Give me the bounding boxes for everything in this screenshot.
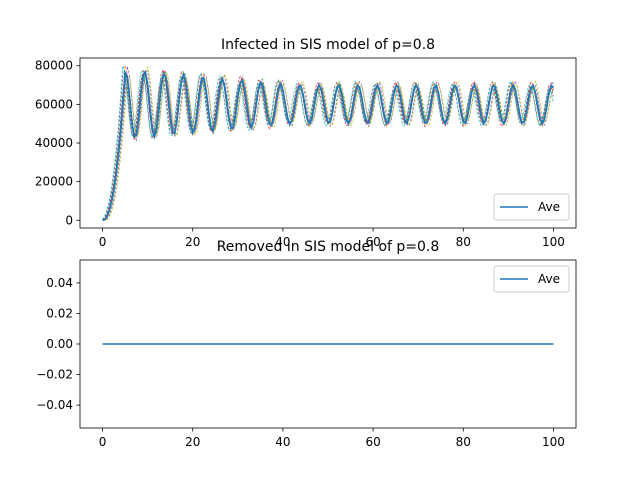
- removed-x-tick-label: 60: [365, 435, 380, 449]
- removed-chart-title: Removed in SIS model of p=0.8: [217, 239, 440, 255]
- removed-y-tick-label: 0.04: [46, 276, 73, 290]
- infected-x-tick-label: 20: [185, 235, 200, 249]
- infected-x-tick-label: 100: [542, 235, 565, 249]
- removed-x-tick-label: 40: [275, 435, 290, 449]
- removed-x-tick-label: 100: [542, 435, 565, 449]
- infected-ave-line: [102, 69, 555, 222]
- removed-x-tick-label: 20: [185, 435, 200, 449]
- infected-y-tick-label: 60000: [35, 97, 73, 111]
- infected-y-tick-label: 0: [65, 213, 73, 227]
- removed-x-ticks: 0 20 40 60 80 100: [99, 428, 565, 449]
- infected-y-tick-label: 40000: [35, 136, 73, 150]
- removed-y-tick-label: −0.04: [36, 398, 73, 412]
- infected-legend-ave-label: Ave: [538, 200, 560, 214]
- removed-legend-box: [493, 265, 570, 293]
- removed-y-ticks: −0.04 −0.02 0.00 0.02 0.04: [36, 276, 80, 412]
- infected-x-tick-label: 0: [99, 235, 107, 249]
- infected-legend-box: [493, 193, 570, 221]
- removed-x-tick-label: 80: [456, 435, 471, 449]
- removed-y-tick-label: 0.02: [46, 306, 73, 320]
- infected-subplot: Infected in SIS model of p=0.8 0 20 40 60 80…: [35, 37, 577, 249]
- infected-legend: Ave: [493, 193, 570, 221]
- infected-chart-title: Infected in SIS model of p=0.8: [221, 37, 435, 53]
- removed-x-tick-label: 0: [99, 435, 107, 449]
- infected-x-tick-label: 80: [456, 235, 471, 249]
- removed-legend: Ave: [493, 265, 570, 293]
- infected-x-tick-label: 60: [365, 235, 380, 249]
- removed-subplot: 0 20 40 60 80 100 −0.04−0.020.000.020.04 Ave …: [36, 239, 577, 449]
- infected-y-tick-label: 80000: [35, 59, 73, 73]
- removed-legend-ave-label: Ave: [538, 272, 560, 286]
- infected-run-line: [102, 66, 554, 221]
- infected-run-line: [102, 65, 554, 220]
- removed-y-tick-label: 0.00: [46, 337, 73, 351]
- infected-x-ticks: 0 20 40 60 80 100: [99, 228, 565, 249]
- removed-y-tick-label: −0.02: [36, 368, 73, 382]
- infected-y-tick-label: 20000: [35, 175, 73, 189]
- infected-y-ticks: 0 20000 40000 60000 80000: [35, 59, 80, 227]
- infected-plot-area: [102, 65, 555, 222]
- infected-x-tick-label: 40: [275, 235, 290, 249]
